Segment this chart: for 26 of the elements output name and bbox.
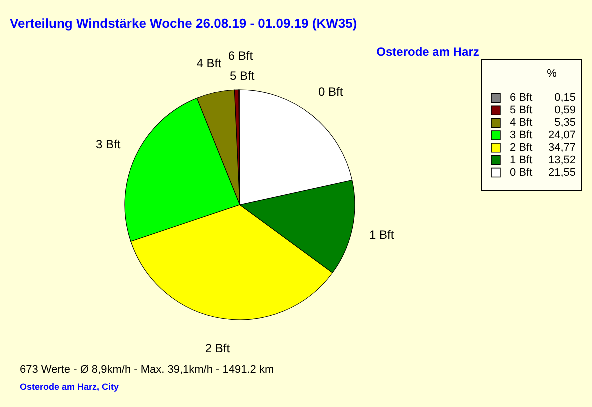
text: Osterode am Harz, City xyxy=(20,382,120,392)
data-label: 34,77 xyxy=(548,142,576,154)
slice-label: 4 Bft xyxy=(196,56,222,70)
data-label: 0,15 xyxy=(554,92,576,104)
data-label: 21,55 xyxy=(548,166,576,179)
data-label: 0,59 xyxy=(554,104,576,117)
slice-label: 3 Bft xyxy=(96,137,122,152)
slice-label: 2 Bft xyxy=(205,341,231,356)
data-label: 5,35 xyxy=(554,117,576,130)
legend-label: 3 Bft xyxy=(510,130,533,142)
legend-label: 6 Bft xyxy=(510,92,533,104)
slice-label: 0 Bft xyxy=(318,84,344,99)
legend-title: % xyxy=(547,68,558,80)
legend-label: 2 Bft xyxy=(510,142,533,154)
chart-title: Verteilung Windstärke Woche 26.08.19 - 01.09.19 (KW35) xyxy=(10,16,358,31)
slice-label: 1 Bft xyxy=(370,228,395,242)
legend-label: 0 Bft xyxy=(510,166,533,179)
legend-label: 5 Bft xyxy=(510,104,533,117)
data-label: 13,52 xyxy=(548,154,576,166)
legend-label: 4 Bft xyxy=(510,117,533,130)
slice-label: 6 Bft xyxy=(228,49,254,63)
slice-label: 5 Bft xyxy=(230,69,256,84)
data-label: 24,07 xyxy=(548,130,576,142)
text: 673 Werte - Ø 8,9km/h - Max. 39,1km/h - 1491.2 km xyxy=(20,364,274,376)
chart-subtitle: Osterode am Harz xyxy=(376,45,480,59)
legend-label: 1 Bft xyxy=(510,154,533,166)
